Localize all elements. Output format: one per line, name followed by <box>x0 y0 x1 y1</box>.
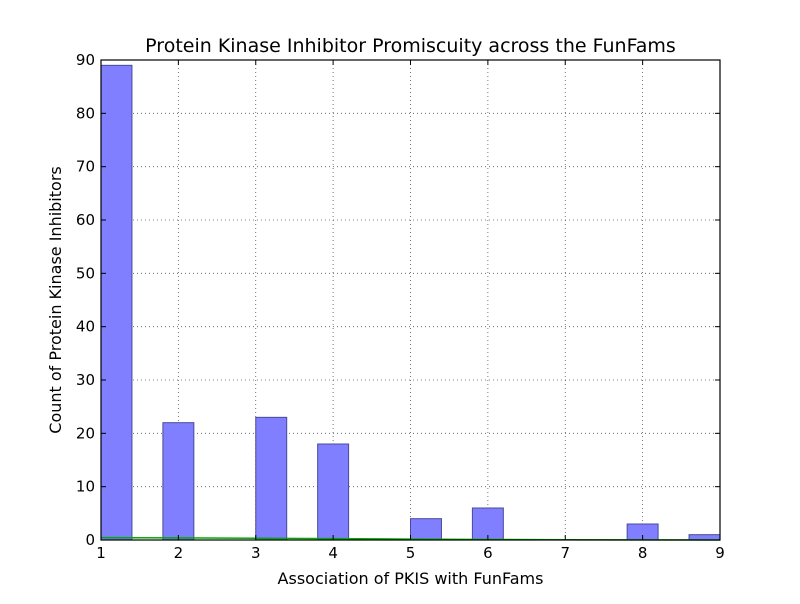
x-tick-label: 9 <box>715 544 725 562</box>
histogram-bar-8 <box>688 534 721 541</box>
x-tick-label: 7 <box>560 544 570 562</box>
y-tick-label: 30 <box>76 371 95 389</box>
x-tick-label: 4 <box>328 544 338 562</box>
x-tick-label: 1 <box>96 544 106 562</box>
y-tick-label: 10 <box>76 478 95 496</box>
histogram-bar-4 <box>317 443 350 541</box>
x-tick-label: 8 <box>638 544 648 562</box>
x-tick-label: 2 <box>174 544 184 562</box>
histogram-bar-2 <box>162 422 195 541</box>
histogram-bar-3 <box>255 416 288 541</box>
y-tick-label: 80 <box>76 104 95 122</box>
histogram-bars <box>100 64 721 541</box>
x-axis-label: Association of PKIS with FunFams <box>278 569 544 588</box>
y-tick-label: 20 <box>76 424 95 442</box>
histogram-bar-5 <box>410 518 442 541</box>
y-tick-label: 50 <box>76 264 95 282</box>
y-tick-label: 90 <box>76 51 95 69</box>
y-tick-label: 60 <box>76 211 95 229</box>
x-tick-label: 3 <box>251 544 261 562</box>
x-tick-label: 5 <box>406 544 416 562</box>
y-tick-label: 70 <box>76 158 95 176</box>
chart-title: Protein Kinase Inhibitor Promiscuity acr… <box>145 35 676 57</box>
y-tick-label: 40 <box>76 318 95 336</box>
y-axis-label: Count of Protein Kinase Inhibitors <box>46 166 65 433</box>
y-tick-label: 0 <box>85 531 95 549</box>
x-tick-label: 6 <box>483 544 493 562</box>
histogram-bar-1 <box>100 64 133 541</box>
